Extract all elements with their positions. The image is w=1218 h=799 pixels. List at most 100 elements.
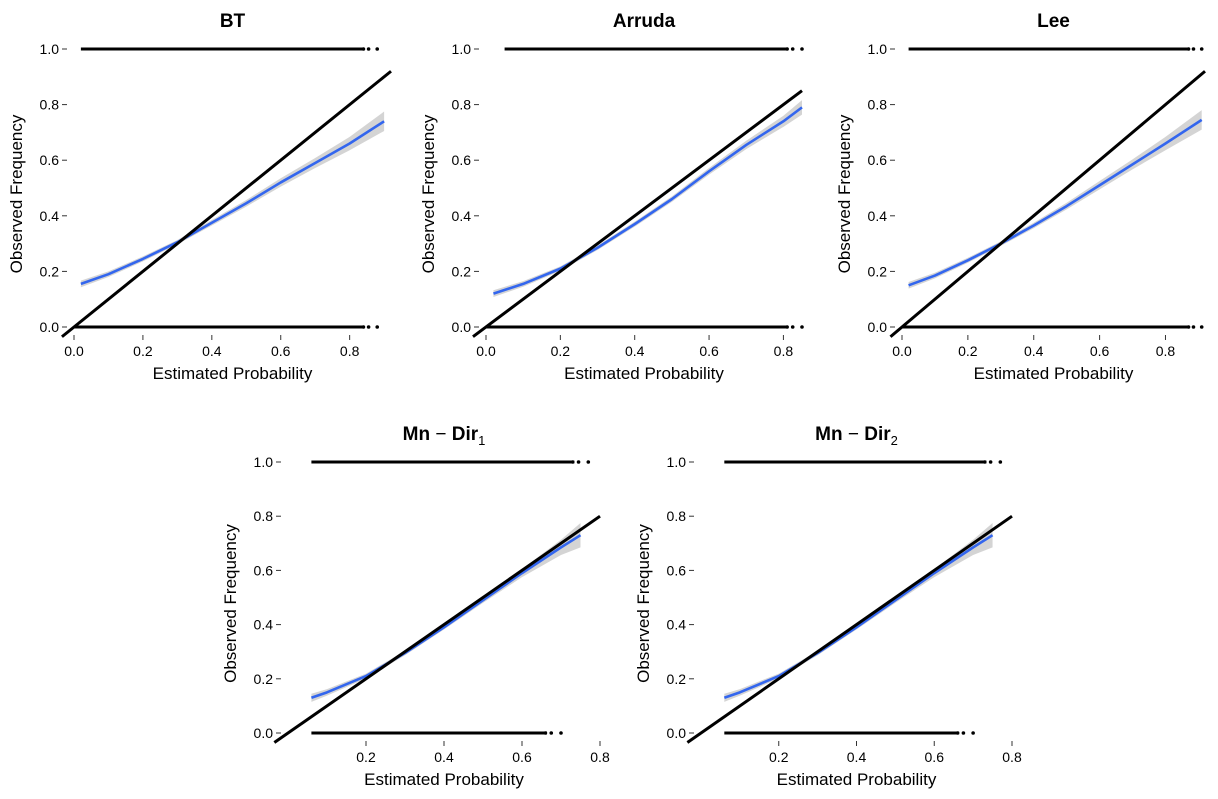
rug-point [586, 460, 591, 464]
y-tick-label: 0.8 [868, 97, 888, 113]
reference-diagonal [686, 514, 1013, 744]
panel-title-main: Lee [1037, 11, 1070, 32]
panel-title-dir: Dir [452, 424, 479, 445]
x-tick-label: 0.2 [133, 343, 153, 359]
y-tick-label: 1.0 [40, 41, 60, 57]
rug-point [375, 325, 380, 329]
x-axis-label: Estimated Probability [364, 770, 524, 789]
y-tick-label: 0.0 [868, 319, 888, 335]
y-tick-label: 0.2 [40, 263, 60, 279]
rug-point [961, 731, 966, 735]
calibration-panel-4: Mn − Dir1 0.0 0.2 0.4 0.6 0.8 1.0 0.2 0.4 0.6 0.8 E… [221, 424, 610, 789]
x-tick-label: 0.8 [340, 343, 360, 359]
y-tick-label: 0.2 [868, 263, 888, 279]
confidence-band [311, 522, 581, 702]
panel-title: BT [220, 11, 246, 32]
panel-title: Mn − Dir2 [815, 424, 898, 448]
rug-point [1199, 47, 1204, 51]
x-axis-label: Estimated Probability [974, 364, 1134, 383]
panel-title-dir: Dir [864, 424, 891, 445]
rug-point [361, 47, 366, 51]
y-tick-label: 0.6 [254, 562, 274, 578]
rug-point [982, 460, 987, 464]
y-tick-label: 0.2 [667, 671, 687, 687]
rug-point [1186, 47, 1191, 51]
x-tick-label: 0.4 [1024, 343, 1044, 359]
rug-point [576, 460, 581, 464]
rug-point [549, 731, 554, 735]
rug-point [785, 47, 789, 51]
y-tick-label: 0.6 [452, 152, 472, 168]
rug-point [1199, 325, 1204, 329]
x-tick-label: 0.2 [769, 749, 789, 765]
fitted-calibration-curve [723, 534, 994, 699]
calibration-panel-5: Mn − Dir2 0.0 0.2 0.4 0.6 0.8 1.0 0.2 0.4 0.6 0.8 E… [634, 424, 1022, 789]
panel-title-subscript: 1 [478, 433, 485, 448]
x-tick-label: 0.0 [64, 343, 84, 359]
calibration-panel-3: Lee 0.0 0.2 0.4 0.6 0.8 1.0 0.0 0.2 0.4 0.6 0.8 Esti… [835, 11, 1206, 383]
calibration-panel-2: Arruda 0.0 0.2 0.4 0.6 0.8 1.0 0.0 0.2 0.4 0.6 0.8 E… [419, 11, 804, 383]
x-axis-label: Estimated Probability [564, 364, 724, 383]
x-tick-label: 0.4 [847, 749, 867, 765]
confidence-band [493, 100, 802, 297]
y-tick-label: 0.4 [667, 617, 687, 633]
panel-title: Lee [1037, 11, 1070, 32]
fitted-calibration-curve [493, 106, 803, 295]
rug-point [1191, 47, 1196, 51]
panel-title-main: Mn [815, 424, 842, 445]
rug-point [1191, 325, 1196, 329]
reference-diagonal [472, 89, 803, 338]
x-tick-label: 0.6 [699, 343, 719, 359]
panel-title: Mn − Dir1 [403, 424, 486, 448]
x-tick-label: 0.8 [590, 749, 610, 765]
x-tick-label: 0.2 [356, 749, 376, 765]
y-tick-label: 0.2 [452, 263, 472, 279]
panel-title: Arruda [613, 11, 676, 32]
panel-title-subscript: 2 [891, 433, 898, 448]
y-tick-label: 0.6 [868, 152, 888, 168]
y-tick-label: 0.4 [452, 208, 472, 224]
y-axis-label: Observed Frequency [419, 114, 438, 273]
rug-point [790, 325, 795, 329]
panel-title-main: BT [220, 11, 246, 32]
y-tick-label: 0.8 [452, 97, 472, 113]
fitted-calibration-curve [908, 118, 1203, 287]
y-tick-label: 1.0 [452, 41, 472, 57]
y-tick-label: 0.8 [40, 97, 60, 113]
rug-point [375, 47, 380, 51]
panel-title-minus: − [430, 424, 452, 445]
rug-point [785, 325, 789, 329]
rug-point [361, 325, 366, 329]
y-axis-label: Observed Frequency [634, 524, 653, 683]
y-axis-label: Observed Frequency [221, 524, 240, 683]
y-tick-label: 0.2 [254, 671, 274, 687]
y-tick-label: 0.0 [254, 725, 274, 741]
x-tick-label: 0.6 [1090, 343, 1110, 359]
rug-point [366, 325, 371, 329]
x-tick-label: 0.0 [892, 343, 912, 359]
rug-point [998, 460, 1003, 464]
y-tick-label: 0.0 [40, 319, 60, 335]
x-tick-label: 0.8 [1002, 749, 1022, 765]
rug-point [559, 731, 563, 735]
rug-point [543, 731, 548, 735]
y-tick-label: 0.6 [667, 562, 687, 578]
x-tick-label: 0.6 [271, 343, 291, 359]
x-axis-label: Estimated Probability [153, 364, 313, 383]
reference-diagonal [889, 70, 1206, 338]
panel-title-main: Mn [403, 424, 430, 445]
fitted-calibration-curve [80, 120, 385, 286]
x-tick-label: 0.4 [202, 343, 222, 359]
y-tick-label: 0.0 [452, 319, 472, 335]
confidence-band [724, 522, 993, 702]
rug-point [366, 47, 371, 51]
rug-point [790, 47, 795, 51]
panel-title-minus: − [843, 424, 865, 445]
y-tick-label: 0.4 [254, 617, 274, 633]
x-tick-label: 0.4 [434, 749, 454, 765]
x-tick-label: 0.8 [1156, 343, 1176, 359]
y-tick-label: 0.6 [40, 152, 60, 168]
x-axis-label: Estimated Probability [777, 770, 937, 789]
y-tick-label: 1.0 [868, 41, 888, 57]
